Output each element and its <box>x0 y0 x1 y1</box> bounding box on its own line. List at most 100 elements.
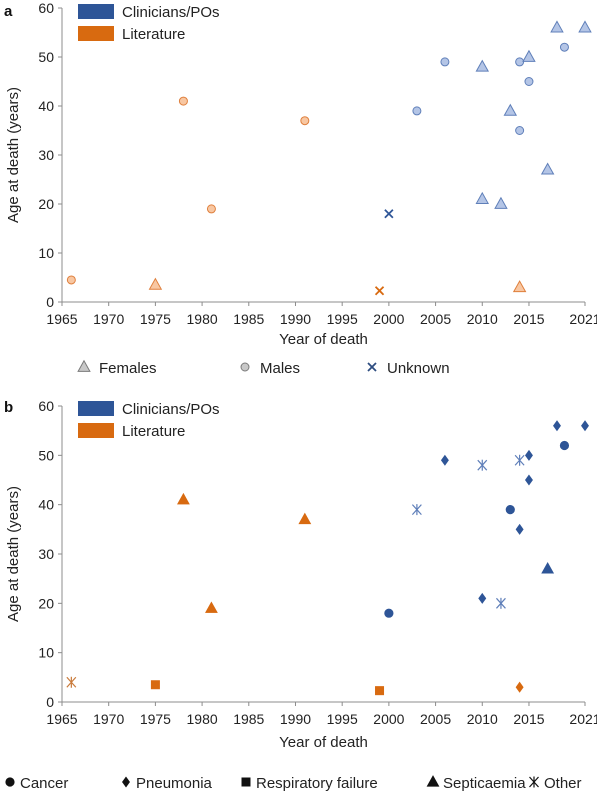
x-tick-label: 2015 <box>513 311 544 327</box>
x-tick-label: 1980 <box>187 711 218 727</box>
x-tick-label: 1990 <box>280 311 311 327</box>
data-point <box>66 676 77 688</box>
y-tick-label: 0 <box>46 694 54 710</box>
data-point <box>553 420 561 432</box>
data-point <box>375 686 385 696</box>
legend-marker <box>122 776 130 788</box>
source-legend: Clinicians/POs Literature <box>78 401 220 440</box>
legend-swatch <box>78 423 114 438</box>
y-tick-label: 10 <box>38 245 54 261</box>
data-point <box>477 459 488 471</box>
y-tick-label: 10 <box>38 645 54 661</box>
legend-label: Clinicians/POs <box>122 401 220 418</box>
x-tick-label: 1985 <box>233 711 264 727</box>
panel-label: a <box>4 3 13 20</box>
data-point <box>559 42 569 52</box>
data-point <box>440 57 450 67</box>
x-tick-label: 1980 <box>187 311 218 327</box>
y-tick-label: 40 <box>38 497 54 513</box>
x-tick-label: 2015 <box>513 711 544 727</box>
data-point <box>66 275 76 285</box>
x-tick-label: 1990 <box>280 711 311 727</box>
x-tick-label: 2000 <box>373 311 404 327</box>
x-tick-label: 1965 <box>46 711 77 727</box>
data-point <box>374 286 385 296</box>
data-point <box>550 20 564 33</box>
legend-label: Cancer <box>20 775 68 792</box>
data-point <box>177 492 190 505</box>
x-tick-label: 2005 <box>420 311 451 327</box>
data-point <box>148 277 163 290</box>
y-tick-label: 40 <box>38 98 54 114</box>
data-point <box>505 504 515 515</box>
marker-legend: Females Males Unknown <box>77 359 450 377</box>
data-point <box>384 209 394 219</box>
chart-panel-a: a 0 10 20 30 40 50 60 1965 1970 1975 1980 1985 1990 19… <box>4 0 597 377</box>
data-point <box>178 96 188 106</box>
data-point <box>512 280 527 293</box>
x-tick-label: 2021 <box>569 711 597 727</box>
x-tick-label: 2005 <box>420 711 451 727</box>
legend-swatch <box>78 4 114 19</box>
x-tick-label: 2010 <box>467 311 498 327</box>
data-point <box>440 454 449 466</box>
data-point <box>581 420 589 432</box>
x-tick-label: 2021 <box>569 311 597 327</box>
legend-marker <box>241 777 251 787</box>
legend-marker <box>240 362 250 372</box>
data-point <box>515 126 525 135</box>
y-tick-label: 60 <box>38 398 54 414</box>
legend-label: Pneumonia <box>136 775 213 792</box>
legend-marker <box>426 775 440 787</box>
data-point <box>206 204 216 214</box>
data-point <box>384 608 394 618</box>
y-tick-label: 50 <box>38 49 54 65</box>
y-tick-label: 30 <box>38 147 54 163</box>
y-tick-label: 50 <box>38 447 54 463</box>
data-point <box>412 106 422 116</box>
data-point <box>540 162 555 175</box>
x-tick-label: 1995 <box>327 711 358 727</box>
data-point <box>475 59 490 72</box>
y-axis-title: Age at death (years) <box>5 486 22 622</box>
data-point <box>478 592 487 604</box>
legend-swatch <box>78 26 114 41</box>
x-tick-label: 1970 <box>93 711 124 727</box>
legend-label: Unknown <box>387 360 450 377</box>
legend-label: Literature <box>122 26 185 43</box>
panel-label: b <box>4 399 13 416</box>
data-point <box>300 116 310 126</box>
data-point <box>503 103 518 116</box>
data-point <box>524 449 533 461</box>
legend-label: Males <box>260 360 300 377</box>
legend-marker <box>367 362 377 372</box>
data-point <box>515 523 524 535</box>
y-tick-label: 60 <box>38 0 54 16</box>
x-tick-label: 1995 <box>327 311 358 327</box>
data-point <box>559 440 570 451</box>
legend-label: Clinicians/POs <box>122 4 220 21</box>
legend-label: Females <box>99 360 157 377</box>
data-point <box>494 196 508 209</box>
x-tick-label: 1985 <box>233 311 264 327</box>
data-point <box>514 454 525 466</box>
data-point <box>522 49 536 62</box>
data-point <box>411 504 422 516</box>
data-point <box>541 561 555 574</box>
data-point <box>524 77 534 86</box>
data-point <box>578 20 592 33</box>
data-point <box>150 680 160 690</box>
x-tick-label: 2000 <box>373 711 404 727</box>
legend-swatch <box>78 401 114 416</box>
legend-label: Septicaemia <box>443 775 526 792</box>
x-axis-title: Year of death <box>279 734 368 751</box>
x-tick-label: 1975 <box>140 311 171 327</box>
legend-label: Respiratory failure <box>256 775 378 792</box>
legend-marker <box>529 776 539 788</box>
x-axis-title: Year of death <box>279 331 368 348</box>
chart-panel-b: b 0 10 20 30 40 50 60 1965 1970 1975 1980 1985 1990 19… <box>4 398 597 792</box>
y-axis-title: Age at death (years) <box>5 87 22 223</box>
legend-label: Other <box>544 775 582 792</box>
data-point <box>475 191 490 204</box>
legend-marker <box>77 359 91 372</box>
